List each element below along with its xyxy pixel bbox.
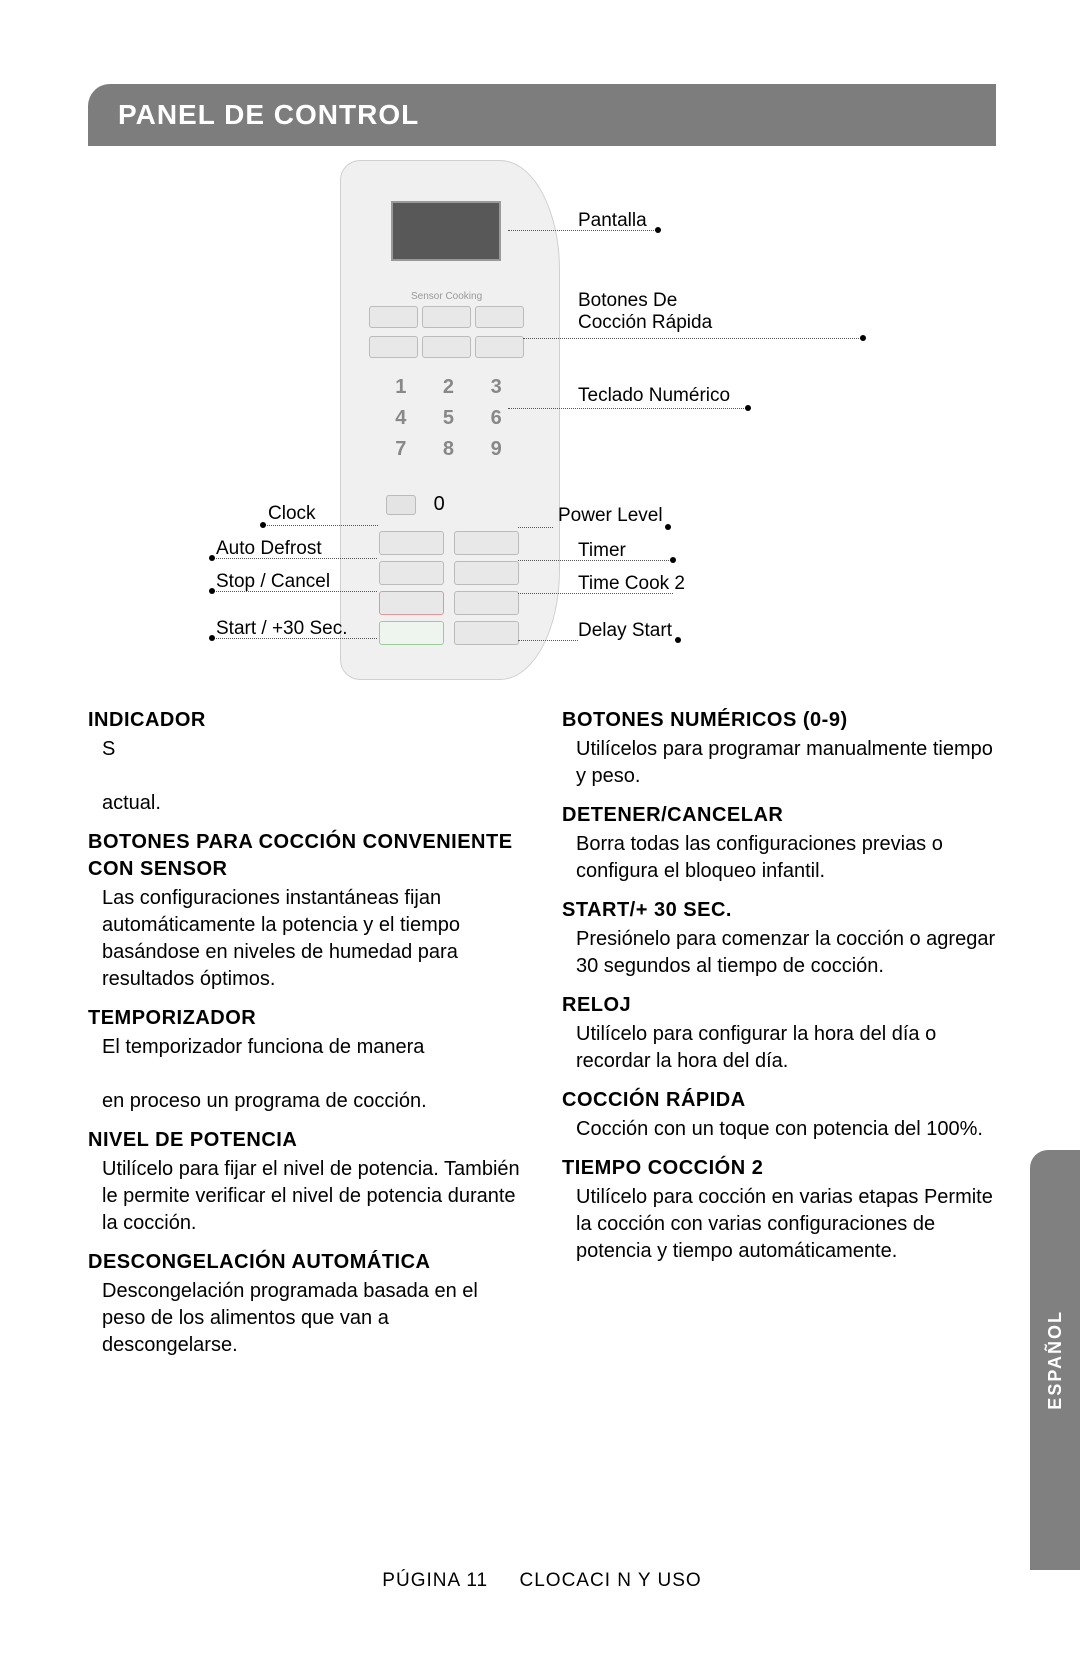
sec-title: RELOJ [562,992,996,1019]
language-tab: ESPAÑOL [1030,1150,1080,1570]
callout-botones-coccion: Botones De Cocción Rápida [578,290,712,334]
sec-title: DETENER/CANCELAR [562,802,996,829]
quick-button [369,336,418,358]
sec-title: TIEMPO COCCIÓN 2 [562,1155,996,1182]
callout-teclado: Teclado Numérico [578,385,730,407]
leader-dot [860,335,866,341]
leader-dot [209,555,215,561]
callout-auto-defrost: Auto Defrost [216,538,322,560]
quick-row-2 [369,336,524,358]
sec-body: Cocción con un toque con potencia del 10… [576,1116,996,1143]
callout-delay-start: Delay Start [578,620,672,642]
key-5: 5 [434,407,464,430]
leader-line [518,560,673,561]
clock-button [379,531,444,555]
key-9: 9 [481,438,511,461]
control-panel-diagram: Sensor Cooking 1 2 3 4 5 6 7 8 9 0 [88,150,996,690]
panel-display [391,201,501,261]
key-8: 8 [434,438,464,461]
callout-stop-cancel: Stop / Cancel [216,571,330,593]
delay-start-button [454,621,519,645]
auto-defrost-button [379,561,444,585]
leader-dot [745,405,751,411]
bottom-grid [379,621,519,645]
quick-button [475,336,524,358]
footer-page: PÚGINA 11 [382,1570,488,1591]
sec-title: BOTONES NUMÉRICOS (0-9) [562,707,996,734]
sec-body: Utilícelo para cocción en varias etapas … [576,1184,996,1265]
sec-title: START/+ 30 SEC. [562,897,996,924]
small-button [386,495,416,515]
power-level-button [454,531,519,555]
sec-title: INDICADOR [88,707,522,734]
key-2: 2 [434,376,464,399]
sec-body: Las configuraciones instantáneas fijan a… [102,885,522,993]
timer-button [454,561,519,585]
leader-line [263,525,378,526]
leader-line [518,527,553,528]
leader-line [518,593,673,594]
start-button [379,621,444,645]
leader-dot [655,227,661,233]
left-column: INDICADOR S actual. BOTONES PARA COCCIÓN… [88,695,522,1365]
callout-time-cook2: Time Cook 2 [578,573,685,595]
function-grid [379,531,519,615]
key-1: 1 [386,376,416,399]
microwave-panel: Sensor Cooking 1 2 3 4 5 6 7 8 9 0 [340,160,560,680]
zero-row: 0 [386,493,511,516]
leader-dot [209,588,215,594]
callout-start-30: Start / +30 Sec. [216,618,348,640]
leader-dot [665,524,671,530]
quick-button [422,306,471,328]
leader-dot [670,557,676,563]
quick-button [422,336,471,358]
leader-line [508,408,748,409]
sec-body: Utilícelos para programar manualmente ti… [576,736,996,790]
quick-button [475,306,524,328]
leader-line [508,230,658,231]
sec-title: NIVEL DE POTENCIA [88,1127,522,1154]
callout-timer: Timer [578,540,626,562]
callout-clock: Clock [268,503,316,525]
stop-cancel-button [379,591,444,615]
leader-line [212,591,377,592]
numeric-keypad: 1 2 3 4 5 6 7 8 9 [386,376,511,461]
sec-body: Borra todas las configuraciones previas … [576,831,996,885]
key-0: 0 [434,493,464,516]
right-column: BOTONES NUMÉRICOS (0-9) Utilícelos para … [562,695,996,1365]
page-footer: PÚGINA 11 CLOCACI N Y USO [88,1570,996,1592]
key-6: 6 [481,407,511,430]
section-header: PANEL DE CONTROL [88,84,996,146]
leader-dot [209,635,215,641]
sec-title: COCCIÓN RÁPIDA [562,1087,996,1114]
sec-body: S actual. [102,736,522,817]
leader-dot [260,522,266,528]
leader-line [518,640,578,641]
sec-body: Presiónelo para comenzar la cocción o ag… [576,926,996,980]
key-3: 3 [481,376,511,399]
sec-title: TEMPORIZADOR [88,1005,522,1032]
leader-line [212,558,377,559]
callout-pantalla: Pantalla [578,210,647,232]
section-title: PANEL DE CONTROL [118,99,419,131]
sec-body: Utilícelo para configurar la hora del dí… [576,1021,996,1075]
quick-row-1 [369,306,524,328]
key-7: 7 [386,438,416,461]
key-4: 4 [386,407,416,430]
sec-body: Descongelación programada basada en el p… [102,1278,522,1359]
quick-button [369,306,418,328]
language-label: ESPAÑOL [1045,1310,1066,1410]
sec-body: El temporizador funciona de manera en pr… [102,1034,522,1115]
sec-title: BOTONES PARA COCCIÓN CONVENIENTE CON SEN… [88,829,522,883]
leader-dot [675,637,681,643]
time-cook-2-button [454,591,519,615]
footer-section: CLOCACI N Y USO [520,1570,702,1591]
leader-line [523,338,863,339]
leader-line [212,638,377,639]
sec-body: Utilícelo para fijar el nivel de potenci… [102,1156,522,1237]
description-columns: INDICADOR S actual. BOTONES PARA COCCIÓN… [88,695,996,1365]
callout-power-level: Power Level [558,505,663,527]
sensor-cooking-label: Sensor Cooking [411,291,482,302]
sec-title: DESCONGELACIÓN AUTOMÁTICA [88,1249,522,1276]
